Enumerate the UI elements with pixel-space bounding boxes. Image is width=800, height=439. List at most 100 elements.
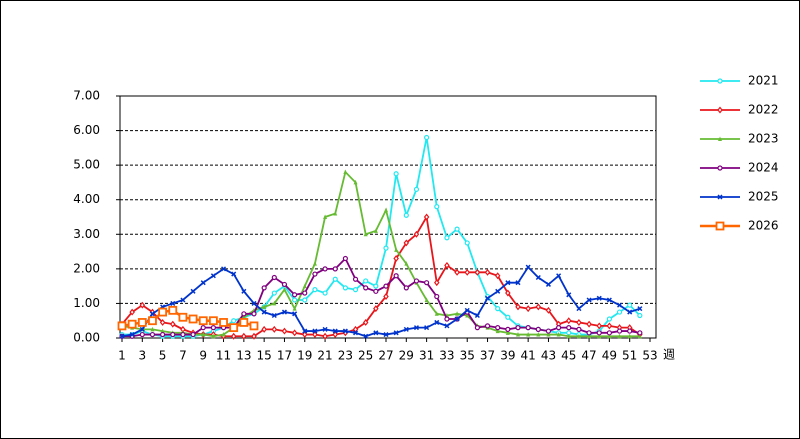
point bbox=[525, 325, 531, 331]
point bbox=[403, 285, 409, 291]
point bbox=[352, 287, 359, 293]
x-tick-label: 25 bbox=[358, 349, 373, 363]
point bbox=[627, 333, 632, 339]
point bbox=[637, 306, 643, 312]
point bbox=[424, 134, 430, 141]
point bbox=[373, 228, 378, 233]
point bbox=[413, 325, 419, 331]
point bbox=[139, 331, 145, 338]
x-tick-label: 13 bbox=[236, 349, 251, 363]
point bbox=[525, 305, 531, 313]
point bbox=[393, 273, 399, 279]
point bbox=[262, 304, 267, 309]
point bbox=[221, 266, 227, 272]
point bbox=[210, 325, 216, 331]
point bbox=[332, 328, 338, 334]
point bbox=[261, 309, 267, 315]
point bbox=[566, 333, 571, 339]
point bbox=[292, 306, 297, 311]
point bbox=[261, 325, 267, 333]
point bbox=[424, 325, 430, 331]
point bbox=[312, 261, 317, 266]
point bbox=[535, 303, 542, 311]
point bbox=[302, 283, 307, 289]
point bbox=[373, 288, 379, 294]
point bbox=[525, 264, 531, 270]
y-tick-label: 1.00 bbox=[73, 296, 100, 310]
series-line bbox=[122, 137, 641, 338]
point bbox=[211, 333, 216, 339]
point bbox=[282, 287, 287, 292]
x-tick-label: 39 bbox=[500, 349, 515, 363]
series bbox=[119, 255, 643, 339]
y-tick-label: 5.00 bbox=[73, 158, 100, 172]
point bbox=[150, 326, 155, 332]
point bbox=[393, 330, 399, 336]
point bbox=[434, 279, 440, 287]
point bbox=[200, 325, 206, 331]
point bbox=[180, 331, 186, 338]
point bbox=[119, 333, 125, 339]
point bbox=[474, 325, 480, 331]
point bbox=[302, 297, 308, 303]
legend-label: 2025 bbox=[748, 190, 779, 204]
point bbox=[180, 297, 186, 303]
point bbox=[190, 288, 196, 294]
point bbox=[342, 285, 348, 291]
x-tick-label: 37 bbox=[480, 349, 495, 363]
point bbox=[292, 292, 298, 298]
x-tick-label: 3 bbox=[138, 349, 146, 363]
point bbox=[607, 333, 612, 339]
point bbox=[434, 311, 439, 316]
point bbox=[606, 316, 612, 322]
point bbox=[129, 332, 135, 338]
point bbox=[637, 312, 643, 319]
point bbox=[231, 271, 237, 277]
point bbox=[434, 204, 440, 210]
point bbox=[251, 332, 257, 340]
point bbox=[160, 328, 165, 334]
point bbox=[148, 316, 157, 326]
point bbox=[596, 330, 602, 336]
point bbox=[495, 306, 501, 312]
point bbox=[373, 305, 379, 313]
point bbox=[342, 255, 348, 262]
point bbox=[149, 331, 156, 338]
point bbox=[515, 325, 521, 331]
point bbox=[526, 332, 531, 337]
x-tick-label: 21 bbox=[317, 349, 332, 363]
point bbox=[444, 316, 450, 322]
point bbox=[637, 330, 643, 336]
point bbox=[495, 328, 500, 334]
point bbox=[464, 268, 470, 276]
point bbox=[239, 318, 249, 327]
point bbox=[322, 290, 328, 296]
point bbox=[383, 293, 389, 300]
point bbox=[241, 311, 247, 317]
point bbox=[170, 320, 176, 328]
point bbox=[424, 280, 430, 286]
point bbox=[353, 330, 359, 336]
legend-label: 2026 bbox=[748, 219, 779, 233]
point bbox=[413, 230, 420, 238]
point bbox=[444, 323, 450, 329]
legend-marker bbox=[717, 165, 723, 171]
point bbox=[505, 326, 511, 332]
x-tick-label: 53 bbox=[642, 349, 657, 363]
point bbox=[413, 278, 420, 284]
x-tick-label: 5 bbox=[159, 349, 167, 363]
point bbox=[312, 287, 318, 293]
point bbox=[322, 266, 328, 272]
point bbox=[158, 307, 168, 317]
point bbox=[190, 331, 196, 338]
point bbox=[505, 330, 510, 335]
point bbox=[292, 311, 298, 317]
point bbox=[484, 268, 491, 276]
point bbox=[474, 312, 480, 319]
point bbox=[465, 313, 470, 318]
point bbox=[586, 330, 592, 336]
point bbox=[515, 280, 521, 286]
point bbox=[474, 268, 481, 276]
point bbox=[117, 321, 127, 331]
point bbox=[587, 333, 592, 339]
